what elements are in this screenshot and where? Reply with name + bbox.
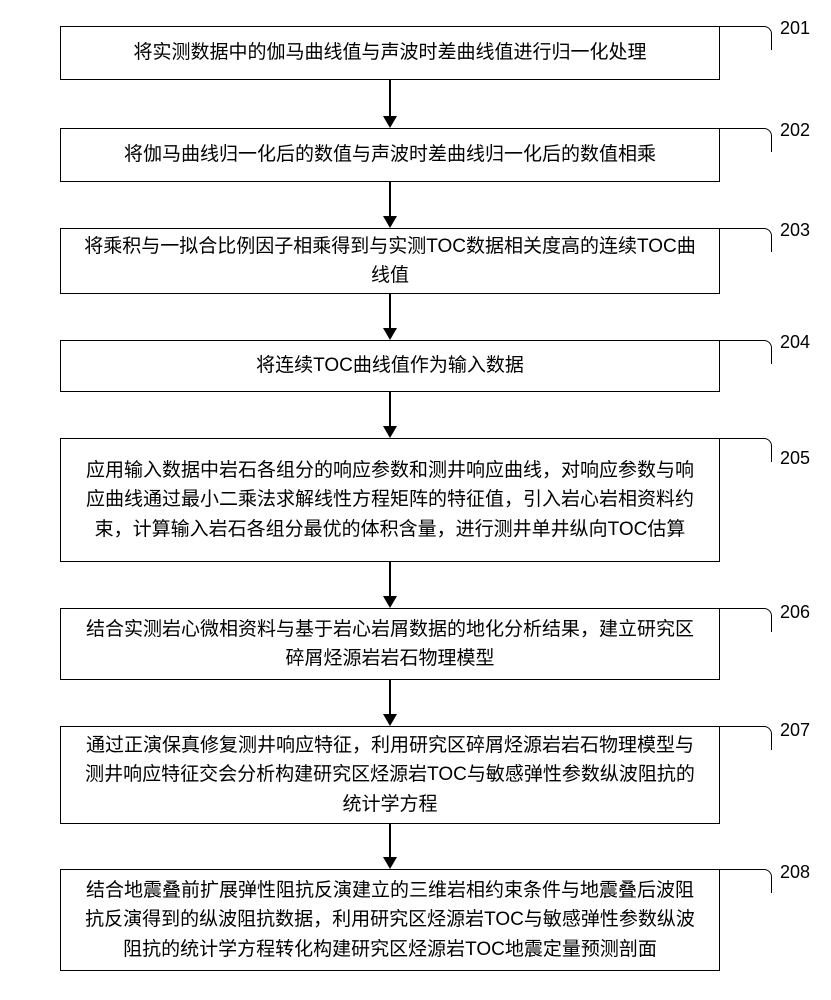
step-text: 通过正演保真修复测井响应特征，利用研究区碎屑烃源岩岩石物理模型与测井响应特征交会… bbox=[83, 731, 697, 819]
arrow-line bbox=[389, 562, 391, 596]
step-box-205: 应用输入数据中岩石各组分的响应参数和测井响应曲线，对响应参数与响应曲线通过最小二… bbox=[60, 438, 720, 562]
step-text: 将乘积与一拟合比例因子相乘得到与实测TOC数据相关度高的连续TOC曲线值 bbox=[83, 232, 697, 291]
label-leader-line bbox=[718, 608, 772, 632]
label-leader-line bbox=[718, 340, 772, 364]
step-box-203: 将乘积与一拟合比例因子相乘得到与实测TOC数据相关度高的连续TOC曲线值 bbox=[60, 228, 720, 294]
step-label-201: 201 bbox=[780, 18, 810, 39]
label-leader-line bbox=[718, 869, 772, 893]
step-box-204: 将连续TOC曲线值作为输入数据 bbox=[60, 340, 720, 392]
arrow-head-icon bbox=[383, 216, 397, 228]
arrow-head-icon bbox=[383, 596, 397, 608]
step-label-207: 207 bbox=[780, 720, 810, 741]
step-label-204: 204 bbox=[780, 332, 810, 353]
arrow-line bbox=[389, 392, 391, 426]
step-label-206: 206 bbox=[780, 602, 810, 623]
flowchart-canvas: 将实测数据中的伽马曲线值与声波时差曲线值进行归一化处理 201 将伽马曲线归一化后的… bbox=[0, 0, 831, 1000]
step-label-205: 205 bbox=[780, 448, 810, 469]
arrow-line bbox=[389, 824, 391, 857]
step-box-201: 将实测数据中的伽马曲线值与声波时差曲线值进行归一化处理 bbox=[60, 26, 720, 80]
step-text: 结合实测岩心微相资料与基于岩心岩屑数据的地化分析结果，建立研究区碎屑烃源岩岩石物… bbox=[83, 615, 697, 674]
arrow-line bbox=[389, 294, 391, 328]
arrow-line bbox=[389, 182, 391, 216]
arrow-line bbox=[389, 680, 391, 714]
step-label-202: 202 bbox=[780, 120, 810, 141]
arrow-line bbox=[389, 80, 391, 116]
step-box-206: 结合实测岩心微相资料与基于岩心岩屑数据的地化分析结果，建立研究区碎屑烃源岩岩石物… bbox=[60, 608, 720, 680]
step-box-208: 结合地震叠前扩展弹性阻抗反演建立的三维岩相约束条件与地震叠后波阻抗反演得到的纵波… bbox=[60, 869, 720, 971]
label-leader-line bbox=[718, 128, 772, 152]
step-text: 将实测数据中的伽马曲线值与声波时差曲线值进行归一化处理 bbox=[133, 38, 646, 67]
step-box-202: 将伽马曲线归一化后的数值与声波时差曲线归一化后的数值相乘 bbox=[60, 128, 720, 182]
step-text: 将连续TOC曲线值作为输入数据 bbox=[256, 351, 524, 380]
step-label-203: 203 bbox=[780, 220, 810, 241]
step-text: 将伽马曲线归一化后的数值与声波时差曲线归一化后的数值相乘 bbox=[124, 140, 656, 169]
label-leader-line bbox=[718, 726, 772, 750]
arrow-head-icon bbox=[383, 426, 397, 438]
label-leader-line bbox=[718, 26, 772, 50]
arrow-head-icon bbox=[383, 116, 397, 128]
arrow-head-icon bbox=[383, 714, 397, 726]
arrow-head-icon bbox=[383, 857, 397, 869]
step-text: 结合地震叠前扩展弹性阻抗反演建立的三维岩相约束条件与地震叠后波阻抗反演得到的纵波… bbox=[83, 876, 697, 964]
step-text: 应用输入数据中岩石各组分的响应参数和测井响应曲线，对响应参数与响应曲线通过最小二… bbox=[83, 456, 697, 544]
label-leader-line bbox=[718, 228, 772, 252]
step-box-207: 通过正演保真修复测井响应特征，利用研究区碎屑烃源岩岩石物理模型与测井响应特征交会… bbox=[60, 726, 720, 824]
step-label-208: 208 bbox=[780, 862, 810, 883]
label-leader-line bbox=[718, 438, 772, 462]
arrow-head-icon bbox=[383, 328, 397, 340]
